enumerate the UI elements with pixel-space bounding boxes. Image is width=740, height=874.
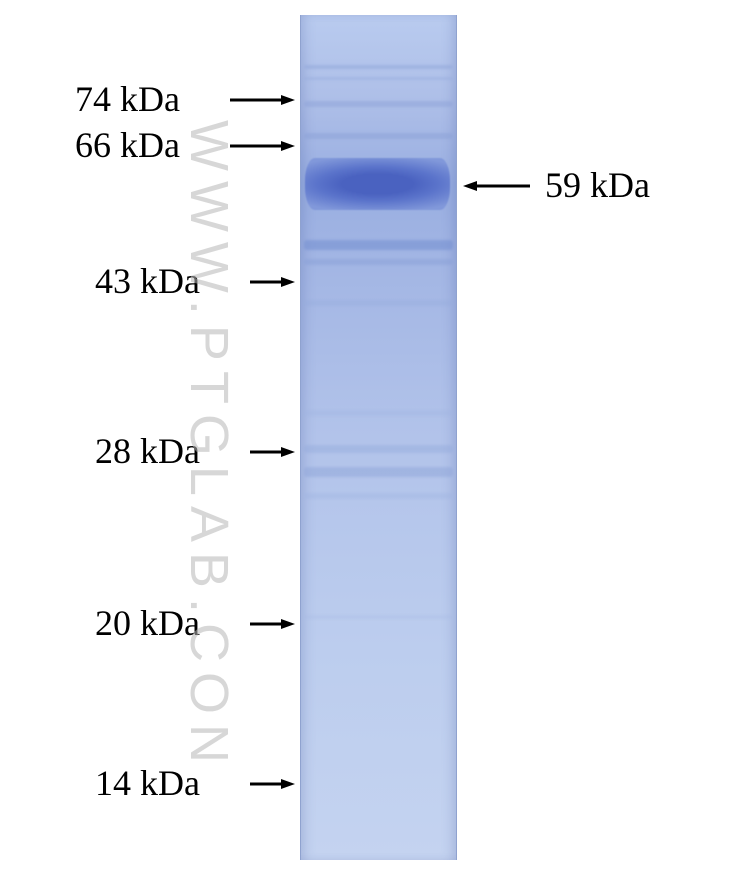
marker-label-66-kDa: 66 kDa (75, 124, 180, 166)
marker-label-74-kDa: 74 kDa (75, 78, 180, 120)
faint-band-8 (304, 445, 453, 453)
marker-label-43-kDa: 43 kDa (95, 260, 200, 302)
gel-image-figure: 74 kDa66 kDa 43 kDa 28 kDa 20 kDa 14 kDa 59 k… (0, 0, 740, 874)
gel-lane (300, 15, 457, 860)
faint-band-7 (304, 410, 453, 416)
faint-band-1 (304, 77, 453, 80)
faint-band-3 (304, 133, 453, 139)
faint-band-0 (304, 65, 453, 69)
faint-band-11 (304, 615, 453, 619)
marker-arrow-1 (230, 134, 295, 158)
target-band-label: 59 kDa (545, 164, 650, 206)
main-protein-band (305, 158, 450, 210)
marker-label-20-kDa: 20 kDa (95, 602, 200, 644)
faint-band-5 (304, 259, 453, 265)
marker-arrow-5 (250, 772, 295, 796)
marker-arrow-2 (250, 270, 295, 294)
faint-band-6 (304, 300, 453, 306)
faint-band-4 (304, 240, 453, 250)
faint-band-10 (304, 493, 453, 499)
marker-arrow-3 (250, 440, 295, 464)
faint-band-9 (304, 467, 453, 477)
target-band-arrow (463, 174, 530, 198)
faint-band-2 (304, 101, 453, 107)
marker-arrow-4 (250, 612, 295, 636)
marker-label-28-kDa: 28 kDa (95, 430, 200, 472)
marker-arrow-0 (230, 88, 295, 112)
marker-label-14-kDa: 14 kDa (95, 762, 200, 804)
